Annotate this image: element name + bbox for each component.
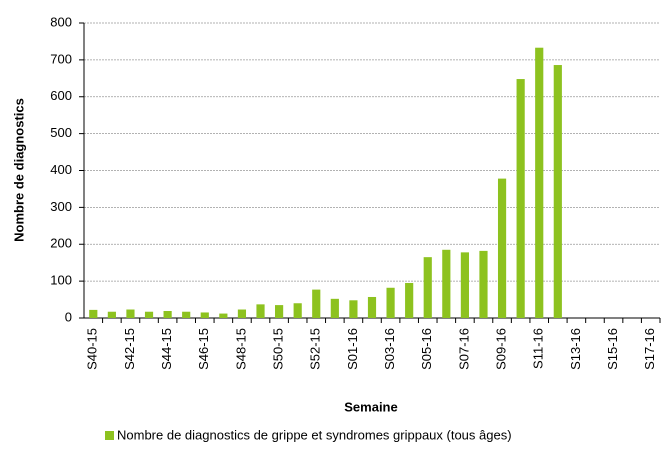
x-tick-label: S17-16 [642, 328, 657, 370]
y-tick-label: 300 [50, 199, 72, 214]
x-tick-label: S46-15 [196, 328, 211, 370]
y-tick-label: 0 [65, 309, 72, 324]
y-tick-label: 500 [50, 125, 72, 140]
legend-label: Nombre de diagnostics de grippe et syndr… [117, 427, 512, 442]
y-tick-label: 400 [50, 162, 72, 177]
y-tick-label: 600 [50, 88, 72, 103]
bar [163, 310, 172, 318]
x-tick-label: S11-16 [531, 328, 546, 369]
x-tick-label: S50-15 [271, 328, 286, 370]
bar [330, 298, 339, 318]
bar [126, 309, 135, 318]
x-tick-label: S09-16 [494, 328, 509, 370]
x-axis-label: Semaine [344, 399, 397, 414]
x-tick-label: S05-16 [419, 328, 434, 370]
bar [405, 282, 414, 318]
x-tick-label: S15-16 [605, 328, 620, 370]
x-tick-label: S52-15 [308, 328, 323, 370]
x-tick-label: S48-15 [233, 328, 248, 370]
bar [553, 65, 562, 318]
bar [367, 296, 377, 318]
bar [107, 311, 116, 318]
y-tick-label: 200 [50, 236, 72, 251]
x-tick-label: S13-16 [568, 328, 583, 370]
bar [237, 309, 247, 318]
bar [442, 249, 451, 318]
bar [535, 47, 544, 319]
bar [275, 305, 284, 318]
bar [144, 311, 154, 318]
x-tick-label: S07-16 [456, 328, 471, 370]
bar [516, 79, 525, 318]
y-tick-label: 800 [50, 14, 72, 29]
bar [312, 289, 321, 318]
bar [497, 178, 507, 318]
x-tick-label: S40-15 [85, 328, 100, 370]
bar [293, 303, 302, 318]
bar [386, 287, 395, 318]
legend-swatch [105, 431, 114, 440]
x-tick-label: S03-16 [382, 328, 397, 370]
y-tick-label: 100 [50, 273, 72, 288]
bar [349, 300, 358, 318]
bar [89, 309, 98, 318]
x-tick-label: S42-15 [122, 328, 137, 370]
bar [219, 313, 228, 318]
bar [256, 304, 265, 318]
x-tick-label: S44-15 [159, 328, 174, 370]
bar [479, 250, 488, 318]
bar [200, 312, 209, 318]
y-tick-label: 700 [50, 51, 72, 66]
bar [423, 257, 432, 318]
y-axis-label: Nombre de diagnostics [11, 98, 26, 242]
bar [460, 252, 469, 318]
bar [182, 311, 191, 318]
x-tick-label: S01-16 [345, 328, 360, 370]
